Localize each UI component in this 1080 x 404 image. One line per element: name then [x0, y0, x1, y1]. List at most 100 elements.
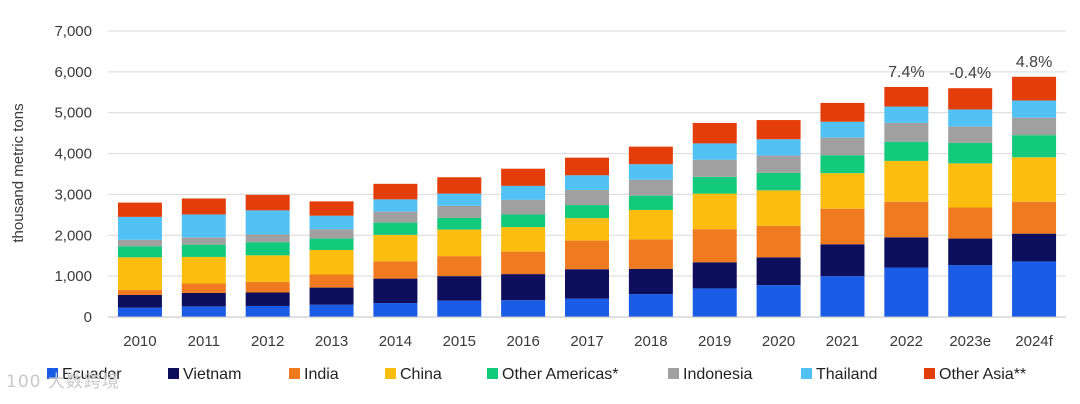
- bar-segment-ecuador-2011: [181, 306, 226, 317]
- bar-stack-2020: [756, 120, 801, 317]
- bar-segment-ecuador-2019: [692, 288, 737, 317]
- bar-segment-other-americas-2017: [565, 205, 609, 219]
- bar-segment-china-2016: [501, 227, 546, 252]
- bar-segment-india-2011: [181, 283, 226, 293]
- x-tick-label: 2010: [123, 333, 156, 350]
- bar-stack-2014: [373, 183, 418, 317]
- bar-segment-ecuador-2017: [565, 298, 609, 317]
- bar-segment-other-asia-2018: [628, 146, 673, 165]
- bar-segment-other-americas-2010: [117, 246, 162, 258]
- bar-segment-vietnam-2020: [756, 257, 801, 286]
- x-tick-label: 2019: [698, 333, 731, 350]
- bar-segment-vietnam-2016: [501, 274, 546, 301]
- bar-segment-china-2013: [309, 249, 354, 275]
- x-tick-label: 2022: [890, 333, 923, 350]
- bar-segment-other-americas-2023e: [948, 142, 993, 164]
- x-tick-label: 2017: [570, 333, 603, 350]
- bar-segment-thailand-2021: [820, 121, 865, 138]
- y-tick-label: 6,000: [54, 64, 92, 81]
- bar-segment-other-asia-2020: [756, 120, 801, 140]
- bar-segment-thailand-2015: [437, 193, 482, 206]
- bar-segment-ecuador-2012: [245, 305, 290, 317]
- bar-segment-other-asia-2012: [245, 194, 290, 211]
- x-tick-label: 2024f: [1015, 333, 1053, 350]
- bar-segment-other-americas-2024f: [1012, 135, 1057, 158]
- bar-segment-other-asia-2014: [373, 183, 418, 200]
- legend-label: Ecuador: [62, 366, 122, 383]
- bar-stack-2017: [565, 157, 609, 317]
- bar-stack-2019: [692, 122, 737, 317]
- bar-segment-ecuador-2021: [820, 276, 865, 317]
- bar-segment-other-asia-2021: [820, 102, 865, 122]
- y-tick-label: 4,000: [54, 146, 92, 163]
- bar-stack-2022: [884, 86, 929, 317]
- bar-segment-other-americas-2013: [309, 238, 354, 250]
- bar-segment-china-2015: [437, 229, 482, 257]
- legend-swatch: [924, 368, 935, 379]
- bar-segment-ecuador-2010: [117, 307, 162, 317]
- bar-segment-china-2019: [692, 193, 737, 230]
- x-tick-label: 2014: [379, 333, 412, 350]
- bar-stack-2023e: [948, 88, 993, 317]
- bar-stack-2010: [117, 202, 162, 317]
- bar-segment-ecuador-2022: [884, 267, 929, 317]
- legend-swatch: [168, 368, 179, 379]
- bar-segment-indonesia-2023e: [948, 126, 993, 143]
- bar-segment-china-2018: [628, 209, 673, 240]
- bar-segment-ecuador-2018: [628, 294, 673, 317]
- bar-segment-thailand-2012: [245, 210, 290, 235]
- bar-stack-2011: [181, 198, 226, 317]
- x-tick-label: 2015: [443, 333, 476, 350]
- legend-label: Other Asia**: [939, 366, 1026, 383]
- bar-segment-other-americas-2020: [756, 172, 801, 191]
- bar-segment-indonesia-2019: [692, 159, 737, 177]
- bar-segment-other-americas-2021: [820, 155, 865, 174]
- bar-segment-india-2012: [245, 281, 290, 293]
- legend-swatch: [668, 368, 679, 379]
- bar-segment-vietnam-2024f: [1012, 233, 1057, 262]
- bar-stack-2018: [628, 146, 673, 317]
- bar-segment-vietnam-2018: [628, 268, 673, 295]
- bar-segment-thailand-2018: [628, 164, 673, 180]
- bar-segment-other-americas-2022: [884, 141, 929, 161]
- bar-segment-vietnam-2013: [309, 287, 354, 305]
- bar-segment-india-2021: [820, 208, 865, 245]
- growth-label: 4.8%: [1016, 54, 1052, 71]
- legend-swatch: [289, 368, 300, 379]
- bar-segment-other-asia-2016: [501, 168, 546, 186]
- legend-label: Other Americas*: [502, 366, 618, 383]
- bar-segment-thailand-2013: [309, 215, 354, 230]
- bar-segment-thailand-2011: [181, 214, 226, 238]
- x-tick-label: 2020: [762, 333, 795, 350]
- legend-label: Vietnam: [183, 366, 241, 383]
- bar-stack-2021: [820, 102, 865, 317]
- legend-label: Indonesia: [683, 366, 752, 383]
- bar-segment-ecuador-2024f: [1012, 261, 1057, 317]
- legend-item: India: [289, 366, 339, 383]
- bar-segment-india-2015: [437, 256, 482, 277]
- legend-item: Vietnam: [168, 366, 241, 383]
- bar-segment-other-asia-2015: [437, 177, 482, 194]
- bar-stack-2015: [437, 177, 482, 317]
- bar-segment-vietnam-2022: [884, 237, 929, 268]
- bar-segment-vietnam-2014: [373, 278, 418, 304]
- bar-segment-thailand-2020: [756, 139, 801, 156]
- y-tick-label: 2,000: [54, 227, 92, 244]
- bar-segment-other-asia-2022: [884, 86, 929, 107]
- bar-segment-indonesia-2020: [756, 155, 801, 173]
- bar-segment-indonesia-2022: [884, 122, 929, 142]
- bar-segment-india-2019: [692, 229, 737, 263]
- bar-segment-china-2020: [756, 190, 801, 226]
- bar-segment-china-2017: [565, 218, 609, 241]
- bar-segment-other-americas-2011: [181, 244, 226, 257]
- bar-segment-china-2012: [245, 255, 290, 282]
- bar-segment-china-2024f: [1012, 157, 1057, 202]
- x-tick-label: 2023e: [949, 333, 991, 350]
- bar-segment-other-asia-2024f: [1012, 76, 1057, 101]
- bar-segment-indonesia-2010: [117, 239, 162, 247]
- bar-segment-china-2022: [884, 160, 929, 202]
- bar-segment-vietnam-2019: [692, 262, 737, 289]
- legend-label: Thailand: [816, 366, 877, 383]
- bar-segment-other-asia-2017: [565, 157, 609, 176]
- y-tick-label: 5,000: [54, 105, 92, 122]
